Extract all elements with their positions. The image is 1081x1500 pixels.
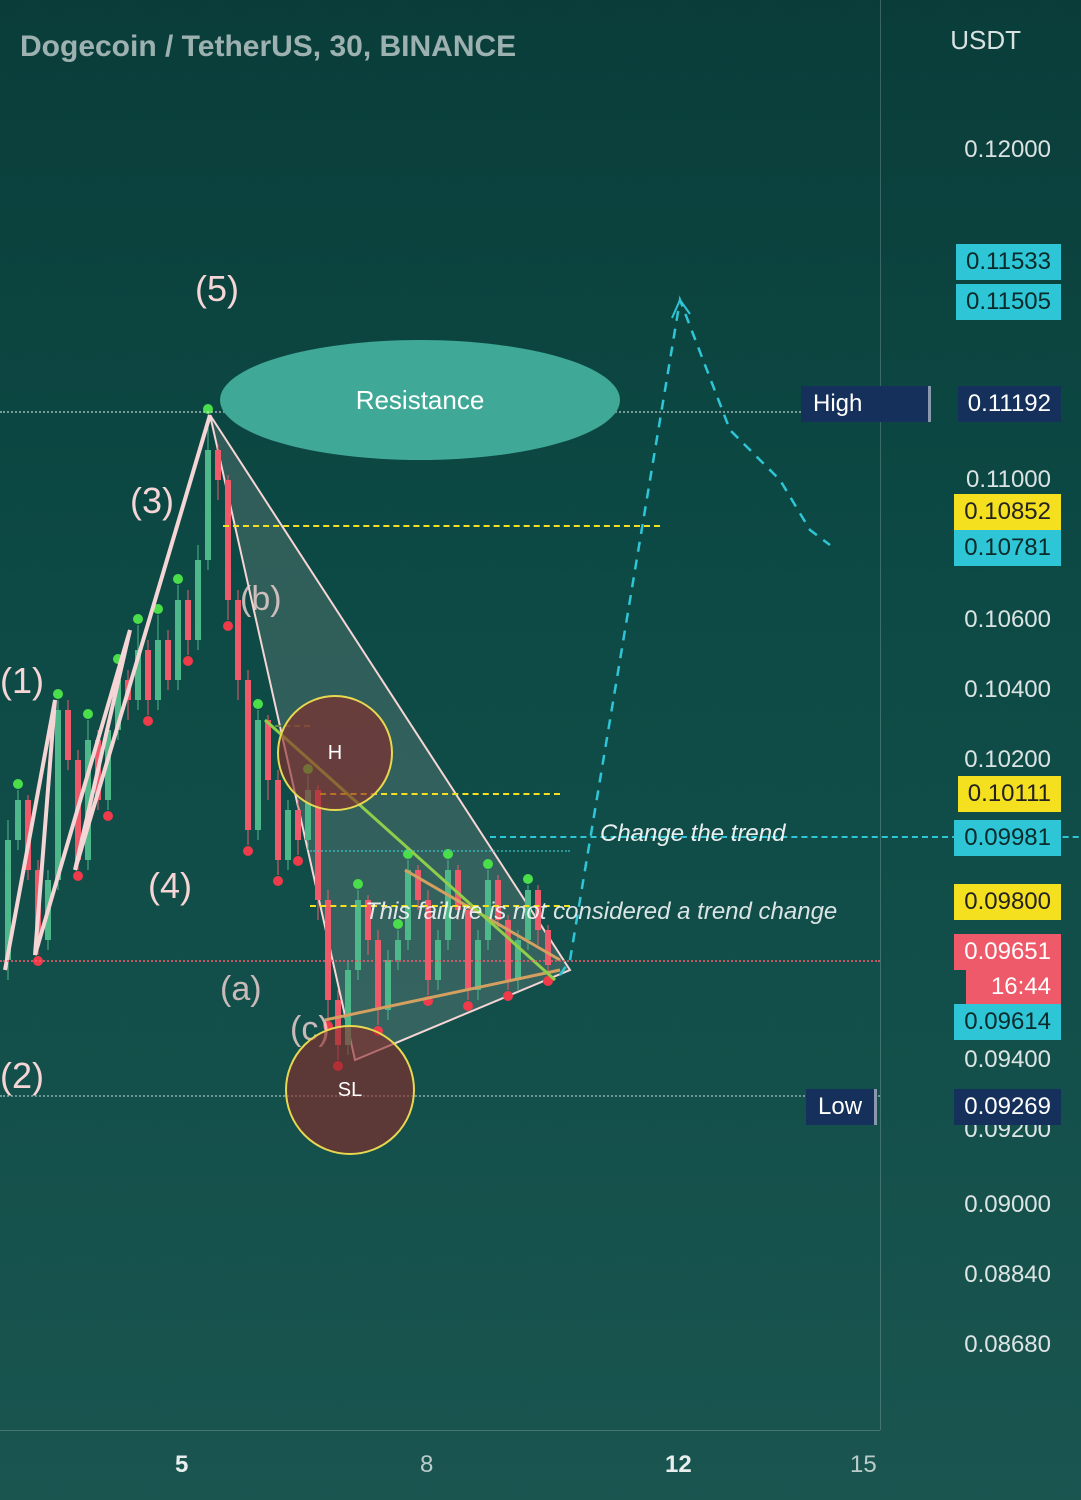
- y-axis-label: 0.08680: [964, 1331, 1051, 1359]
- high-tag: High: [801, 386, 931, 422]
- y-axis: USDT 0.12000 0.11000 0.10600 0.10400 0.10200…: [880, 0, 1081, 1430]
- wave-label: (2): [0, 1055, 44, 1097]
- sub-wave-label: (a): [220, 970, 262, 1009]
- price-tag: 0.10852: [954, 494, 1061, 530]
- y-axis-label: 0.09000: [964, 1191, 1051, 1219]
- circle-marker: SL: [285, 1025, 415, 1155]
- y-axis-label: 0.08840: [964, 1261, 1051, 1289]
- y-axis-label: 0.10400: [964, 676, 1051, 704]
- wave-label: (5): [195, 268, 239, 310]
- price-tag: 0.10781: [954, 530, 1061, 566]
- horizontal-line: [223, 525, 660, 527]
- circle-marker: H: [277, 695, 393, 811]
- price-tag: 0.11505: [956, 284, 1061, 320]
- wave-label: (4): [148, 865, 192, 907]
- price-tag: 0.09800: [954, 884, 1061, 920]
- wave-label: (1): [0, 660, 44, 702]
- chart-area[interactable]: Dogecoin / TetherUS, 30, BINANCE (5) (3) (…: [0, 0, 880, 1430]
- y-axis-label: 0.09400: [964, 1046, 1051, 1074]
- horizontal-line: [0, 960, 880, 962]
- x-axis-label: 5: [175, 1451, 188, 1479]
- x-axis-label: 12: [665, 1451, 692, 1479]
- resistance-label: Resistance: [356, 385, 485, 416]
- annotation-text: Change the trend: [600, 820, 785, 848]
- sub-wave-label: (b): [240, 580, 282, 619]
- price-tag: 16:44: [966, 969, 1061, 1005]
- price-tag: 0.11533: [956, 244, 1061, 280]
- x-axis-label: 8: [420, 1451, 433, 1479]
- y-axis-label: 0.11000: [966, 466, 1051, 494]
- price-tag: 0.10111: [958, 776, 1061, 812]
- resistance-ellipse: Resistance: [220, 340, 620, 460]
- x-axis-label: 15: [850, 1451, 877, 1479]
- wave-label: (3): [130, 480, 174, 522]
- chart-svg: [0, 0, 880, 1430]
- price-tag: 0.09981: [954, 820, 1061, 856]
- annotation-text: This failure is not considered a trend c…: [365, 898, 837, 926]
- axis-currency: USDT: [950, 25, 1021, 56]
- x-axis: 5 8 12 15: [0, 1430, 880, 1500]
- horizontal-line: [0, 1095, 880, 1097]
- horizontal-line: [310, 850, 570, 852]
- price-tag: 0.09269: [954, 1089, 1061, 1125]
- low-tag: Low: [806, 1089, 877, 1125]
- y-axis-label: 0.12000: [964, 136, 1051, 164]
- price-tag: 0.11192: [958, 386, 1061, 422]
- y-axis-label: 0.10600: [964, 606, 1051, 634]
- price-tag: 0.09651: [954, 934, 1061, 970]
- price-tag: 0.09614: [954, 1004, 1061, 1040]
- chart-title: Dogecoin / TetherUS, 30, BINANCE: [20, 30, 516, 64]
- y-axis-label: 0.10200: [964, 746, 1051, 774]
